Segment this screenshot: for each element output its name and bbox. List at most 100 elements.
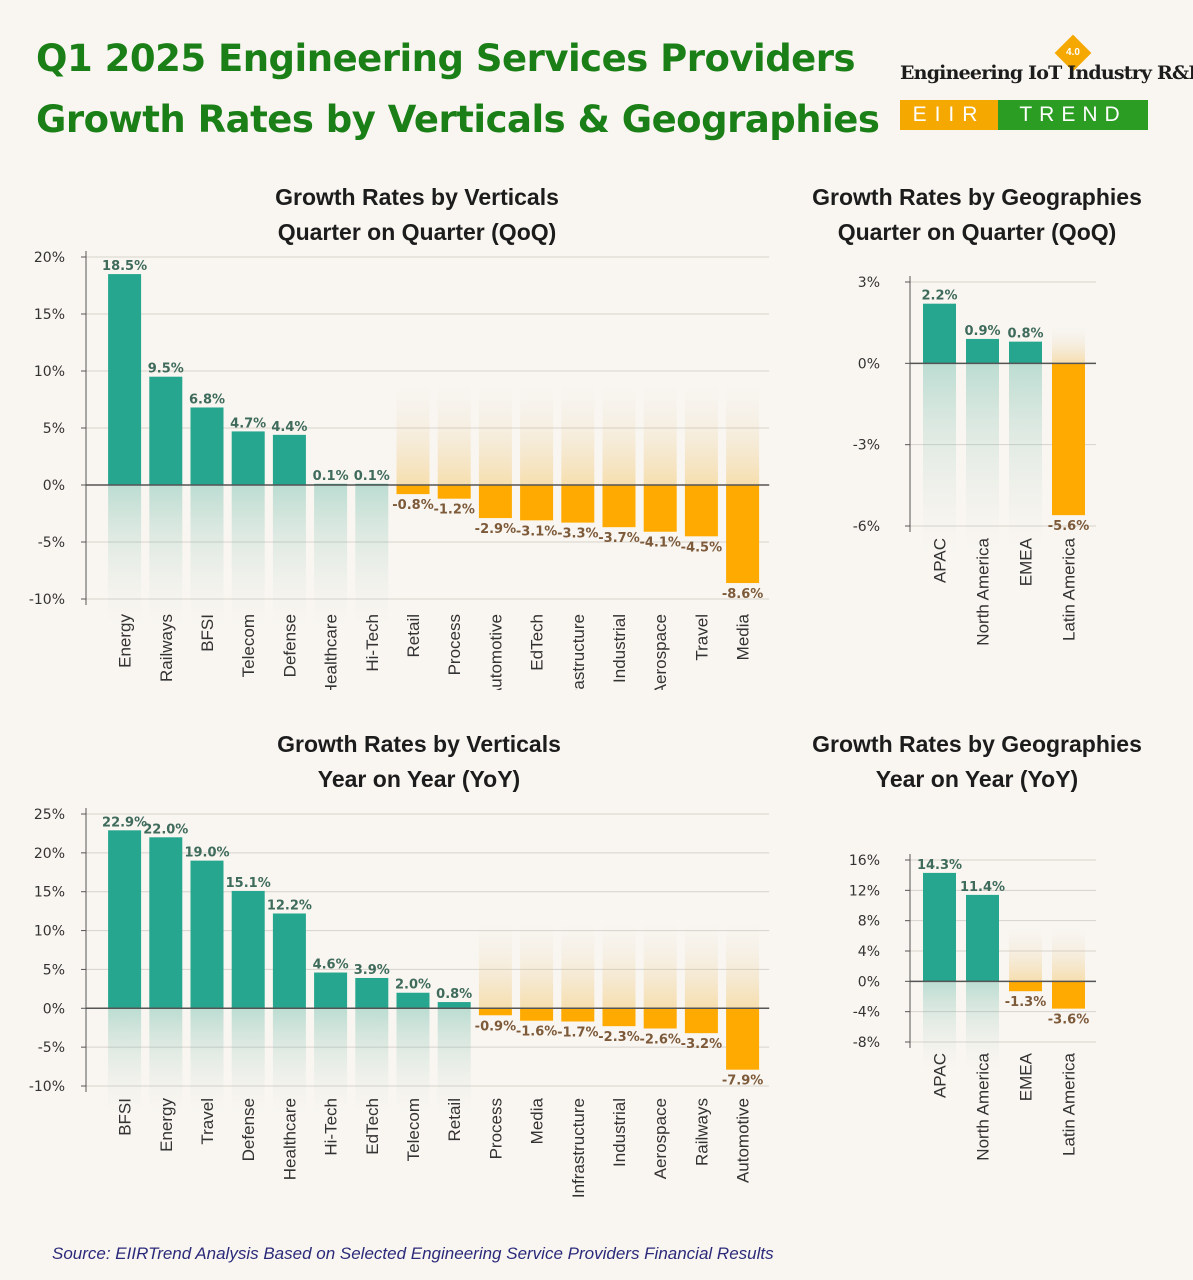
bar-shadow <box>478 920 512 1009</box>
bar <box>231 890 265 1009</box>
data-label: -5.6% <box>1048 519 1089 534</box>
data-label: 15.1% <box>226 876 271 891</box>
data-label: -7.9% <box>722 1074 763 1089</box>
bar <box>561 485 595 523</box>
x-tick-label: Travel <box>198 1098 217 1145</box>
data-label: -1.6% <box>516 1025 557 1040</box>
y-tick-label: -8% <box>853 1035 880 1051</box>
x-tick-label: Infrastructure <box>569 614 588 690</box>
bar-shadow <box>355 1008 389 1116</box>
bar-shadow <box>149 485 183 629</box>
bar <box>108 830 142 1009</box>
bar <box>190 860 224 1009</box>
bar-shadow <box>643 920 677 1009</box>
bar <box>108 274 142 485</box>
chart-subtitle: Quarter on Quarter (QoQ) <box>838 219 1117 245</box>
x-tick-label: Retail <box>445 1098 464 1141</box>
x-tick-label: Latin America <box>1060 537 1079 641</box>
y-tick-label: -6% <box>853 519 880 535</box>
bar <box>602 1008 636 1027</box>
data-label: 4.7% <box>230 416 266 431</box>
y-tick-label: 20% <box>34 250 65 266</box>
bar <box>520 485 554 521</box>
bar-shadow <box>190 1008 224 1116</box>
bar <box>437 485 471 499</box>
data-label: 4.6% <box>313 958 349 973</box>
data-label: -3.7% <box>598 531 639 546</box>
data-label: -4.1% <box>639 536 680 551</box>
data-label: -2.6% <box>639 1032 680 1047</box>
chart-geographies-yoy: Growth Rates by Geographies Year on Year … <box>812 731 1142 1161</box>
data-label: 12.2% <box>267 898 312 913</box>
x-tick-label: Energy <box>116 614 135 668</box>
x-tick-label: Healthcare <box>280 1098 299 1180</box>
y-tick-label: 0% <box>43 478 65 494</box>
bar-shadow <box>1052 926 1085 982</box>
bar <box>726 1008 760 1070</box>
x-tick-label: Industrial <box>610 614 629 683</box>
y-tick-label: -10% <box>29 1079 65 1095</box>
bar <box>561 1008 595 1022</box>
data-label: 9.5% <box>148 362 184 377</box>
bar-shadow <box>478 382 512 485</box>
bar-shadow <box>396 1008 430 1116</box>
x-tick-label: Media <box>734 613 753 660</box>
bar <box>396 485 430 495</box>
data-label: -8.6% <box>722 587 763 602</box>
bar-shadow <box>272 1008 306 1116</box>
chart-subtitle: Year on Year (YoY) <box>318 766 520 792</box>
bar-shadow <box>561 382 595 485</box>
y-tick-label: 16% <box>849 853 880 869</box>
data-label: 3.9% <box>354 963 390 978</box>
bar-shadow <box>561 920 595 1009</box>
bar-shadow <box>231 485 265 629</box>
bar-shadow <box>520 920 554 1009</box>
bar <box>272 913 306 1009</box>
bar-shadow <box>314 485 348 629</box>
bar <box>190 407 224 485</box>
bar <box>478 1008 512 1016</box>
y-tick-label: 3% <box>858 275 880 291</box>
x-tick-label: Railways <box>692 1098 711 1166</box>
bar <box>684 1008 718 1034</box>
bar-shadow <box>602 382 636 485</box>
bar-shadow <box>684 382 718 485</box>
bar-shadow <box>520 382 554 485</box>
bar <box>966 894 999 982</box>
data-label: 0.1% <box>354 469 390 484</box>
data-label: 0.1% <box>313 469 349 484</box>
x-tick-label: Aerospace <box>651 614 670 690</box>
y-tick-label: -10% <box>29 592 65 608</box>
y-tick-label: 20% <box>34 846 65 862</box>
y-tick-label: -5% <box>38 535 65 551</box>
bar-shadow <box>108 485 142 629</box>
x-tick-label: BFSI <box>116 1098 135 1136</box>
data-label: 0.8% <box>436 987 472 1002</box>
data-label: 14.3% <box>917 858 962 873</box>
y-tick-label: 15% <box>34 307 65 323</box>
chart-subtitle: Quarter on Quarter (QoQ) <box>278 219 557 245</box>
bar-shadow <box>684 920 718 1009</box>
y-tick-label: -5% <box>38 1040 65 1056</box>
data-label: -3.2% <box>681 1037 722 1052</box>
x-tick-label: Travel <box>692 614 711 661</box>
page-title-line1: Q1 2025 Engineering Services Providers <box>36 37 856 80</box>
bar-shadow <box>396 382 430 485</box>
bar <box>355 977 389 1009</box>
chart-title: Growth Rates by Verticals <box>277 731 561 757</box>
data-label: -2.9% <box>475 522 516 537</box>
x-tick-label: Defense <box>239 1098 258 1161</box>
x-tick-label: EMEA <box>1017 1052 1036 1101</box>
data-label: 22.9% <box>102 815 147 830</box>
bar-shadow <box>108 1008 142 1116</box>
x-tick-label: Automotive <box>486 614 505 690</box>
bar <box>314 972 348 1009</box>
y-tick-label: 4% <box>858 944 880 960</box>
chart-verticals-qoq: Growth Rates by Verticals Quarter on Quar… <box>29 184 770 690</box>
x-tick-label: Hi-Tech <box>322 1098 341 1156</box>
bar <box>1052 981 1085 1009</box>
x-tick-label: Defense <box>280 614 299 677</box>
data-label: -3.6% <box>1048 1013 1089 1028</box>
bar <box>966 338 999 364</box>
data-label: 0.8% <box>1007 327 1043 342</box>
